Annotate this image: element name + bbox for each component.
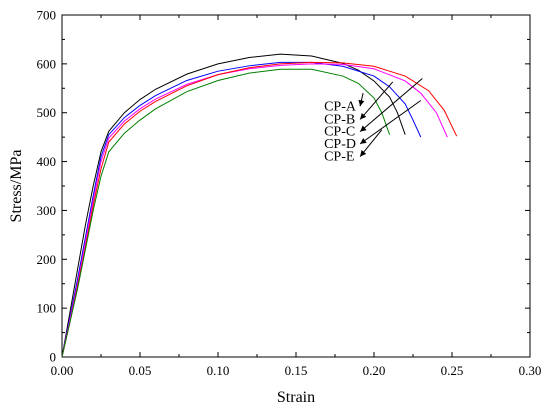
y-tick-label: 600 xyxy=(37,56,57,71)
series-line-cp-d xyxy=(61,61,458,358)
series-layer xyxy=(61,53,458,358)
annotation-arrowhead-cp-d xyxy=(360,137,367,144)
series-line-cp-b xyxy=(61,61,422,358)
annotation-leader-cp-c xyxy=(359,78,423,133)
y-tick-label: 100 xyxy=(37,301,57,316)
x-tick-label: 0.10 xyxy=(207,363,230,378)
plot-frame xyxy=(61,14,531,358)
y-tick-label: 0 xyxy=(50,350,57,365)
y-tick-label: 300 xyxy=(37,203,57,218)
x-tick-label: 0.00 xyxy=(51,363,74,378)
annotation-label-cp-e: CP-E xyxy=(324,150,354,165)
annotation-layer: CP-ACP-BCP-CCP-DCP-E xyxy=(324,78,423,165)
y-axis-title: Stress/MPa xyxy=(8,150,25,223)
y-tick-label: 700 xyxy=(37,8,57,23)
x-axis-title: Strain xyxy=(277,389,315,406)
annotation-arrowhead-cp-a xyxy=(358,99,365,107)
annotation-leader-cp-d xyxy=(359,100,422,145)
annotation-label-cp-a: CP-A xyxy=(324,99,357,114)
annotation-arrowhead-cp-e xyxy=(360,150,367,157)
y-tick-label: 200 xyxy=(37,252,57,267)
x-tick-label: 0.05 xyxy=(129,363,152,378)
x-tick-label: 0.25 xyxy=(441,363,464,378)
series-line-cp-e xyxy=(61,68,391,358)
annotation-arrowhead-cp-b xyxy=(360,112,367,120)
x-tick-label: 0.15 xyxy=(285,363,308,378)
annotation-label-cp-b: CP-B xyxy=(324,112,355,127)
y-tick-label: 400 xyxy=(37,154,57,169)
annotation-label-cp-c: CP-C xyxy=(324,125,355,140)
annotation-arrowhead-cp-c xyxy=(360,125,367,132)
annotation-leader-cp-b xyxy=(359,81,394,120)
x-tick-label: 0.30 xyxy=(519,363,542,378)
series-line-cp-a xyxy=(61,53,406,358)
x-tick-label: 0.20 xyxy=(363,363,386,378)
annotation-label-cp-d: CP-D xyxy=(324,137,356,152)
series-line-cp-c xyxy=(61,63,448,358)
y-tick-label: 500 xyxy=(37,105,57,120)
axes-layer: 0.00 0.05 0.10 0.15 0.20 0.25 0.30 0 100 200 300 40… xyxy=(37,8,542,379)
